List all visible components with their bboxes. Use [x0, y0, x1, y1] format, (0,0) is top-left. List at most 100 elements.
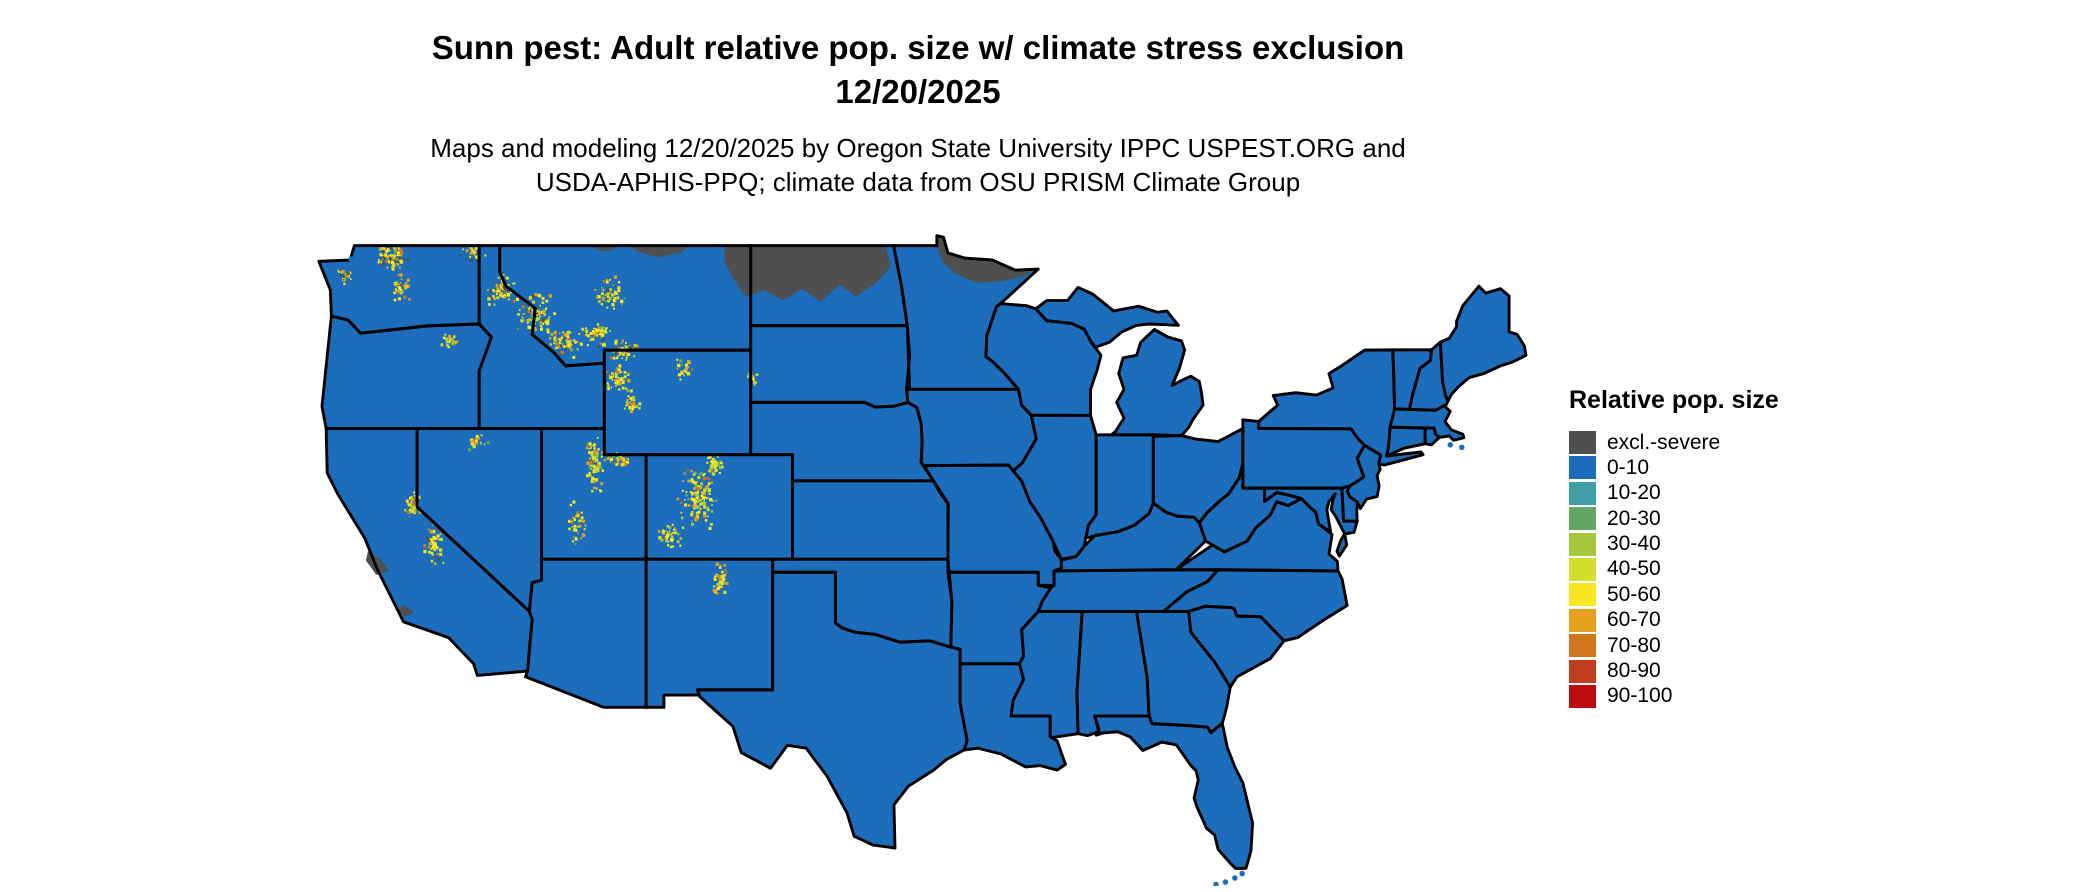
legend: Relative pop. size excl.-severe 0-10 10-20…: [1569, 386, 1779, 710]
exclusion-area: [936, 235, 1035, 283]
state-ma: [1390, 405, 1464, 441]
state-nm: [646, 559, 773, 708]
map-subtitle: Maps and modeling 12/20/2025 by Oregon S…: [308, 131, 1528, 200]
state-border-tx: [695, 570, 969, 850]
legend-label: 50-60: [1607, 582, 1661, 606]
legend-item: 50-60: [1569, 582, 1779, 607]
legend-item: 20-30: [1569, 506, 1779, 531]
mountain-speckles: [337, 246, 759, 596]
state-me: [1440, 286, 1526, 401]
state-ct: [1386, 427, 1426, 456]
legend-item: excl.-severe: [1569, 431, 1779, 454]
state-de: [1341, 486, 1358, 522]
legend-item: 10-20: [1569, 481, 1779, 505]
legend-label: 20-30: [1607, 506, 1661, 530]
state-sc: [1188, 606, 1284, 688]
state-ia: [906, 389, 1037, 471]
state-az: [525, 559, 647, 708]
state-wy: [604, 350, 751, 455]
state-border-fl: [1093, 714, 1255, 870]
state-border-il: [1011, 413, 1098, 562]
state-border-nj: [1345, 443, 1383, 510]
state-ga: [1136, 611, 1231, 733]
state-vt: [1392, 349, 1432, 410]
map-title-line2: 12/20/2025: [835, 72, 1001, 110]
state-border-wi: [984, 302, 1103, 417]
legend-item: 0-10: [1569, 455, 1779, 480]
legend-label: 30-40: [1607, 532, 1661, 556]
state-in: [1085, 434, 1154, 539]
state-mi-upper-peninsula: [1035, 287, 1179, 348]
state-sd: [750, 325, 910, 408]
state-ut: [541, 428, 647, 560]
legend-swatch: [1569, 634, 1596, 658]
state-border-md: [1263, 486, 1359, 536]
legend-swatch: [1569, 583, 1596, 607]
state-va: [1176, 498, 1338, 571]
legend-item: 80-90: [1569, 659, 1779, 683]
legend-label: excl.-severe: [1607, 430, 1721, 454]
state-nv: [417, 428, 542, 612]
state-border-mi: [1110, 328, 1205, 438]
state-nh: [1409, 342, 1449, 411]
state-fills: [318, 235, 1526, 869]
legend-swatch: [1569, 608, 1596, 632]
legend-label: 40-50: [1607, 557, 1661, 581]
state-ne: [750, 402, 934, 481]
legend-swatch: [1569, 507, 1596, 531]
legend-swatch: [1569, 659, 1596, 683]
state-tn: [1038, 569, 1219, 612]
legend-item: 60-70: [1569, 608, 1779, 632]
state-borders: [317, 234, 1528, 870]
legend-item: 70-80: [1569, 633, 1779, 658]
legend-label: 0-10: [1607, 455, 1650, 479]
legend-item: 90-100: [1569, 684, 1779, 708]
map-subtitle-line1: Maps and modeling 12/20/2025 by Oregon S…: [430, 133, 1406, 164]
legend-label: 60-70: [1607, 608, 1661, 632]
header: Sunn pest: Adult relative pop. size w/ c…: [308, 26, 1528, 200]
us-map: [317, 234, 1528, 886]
legend-label: 80-90: [1607, 659, 1661, 683]
legend-swatch: [1569, 557, 1596, 581]
state-ky: [1053, 503, 1206, 571]
island-dots: [348, 253, 1465, 886]
legend-swatch: [1569, 431, 1596, 454]
state-mi: [1111, 329, 1204, 436]
state-ny: [1258, 349, 1424, 466]
state-fl: [1094, 716, 1253, 869]
state-or: [321, 316, 492, 429]
map-subtitle-line2: USDA-APHIS-PPQ; climate data from OSU PR…: [535, 167, 1301, 198]
state-ms: [1011, 611, 1083, 738]
legend-item: 40-50: [1569, 557, 1779, 581]
state-il: [1013, 415, 1097, 560]
state-ks: [792, 480, 949, 560]
state-ar: [947, 572, 1051, 664]
legend-label: 10-20: [1607, 481, 1661, 505]
exclusion-area: [724, 245, 891, 302]
legend-swatch: [1569, 532, 1596, 556]
legend-swatch: [1569, 456, 1596, 480]
state-border-oh: [1151, 427, 1245, 525]
state-nc: [1163, 569, 1348, 641]
state-al: [1076, 611, 1150, 736]
legend-label: 70-80: [1607, 633, 1661, 657]
legend-items: excl.-severe 0-10 10-20 20-30 30-40 40-50 50-6…: [1569, 431, 1779, 708]
legend-label: 90-100: [1607, 684, 1673, 708]
map-title-line1: Sunn pest: Adult relative pop. size w/ c…: [431, 29, 1405, 66]
state-ok: [772, 559, 952, 648]
legend-title: Relative pop. size: [1569, 386, 1779, 414]
legend-item: 30-40: [1569, 532, 1779, 556]
exclusion-area: [397, 604, 414, 617]
legend-swatch: [1569, 481, 1596, 505]
state-border-me: [1438, 284, 1528, 403]
state-co: [646, 454, 793, 560]
state-tx: [697, 572, 968, 848]
state-wi: [985, 303, 1102, 416]
state-border-mi-upper-peninsula: [1034, 286, 1180, 349]
state-pa: [1242, 419, 1365, 489]
legend-swatch: [1569, 684, 1596, 708]
state-border-va-eastern-shore: [1335, 532, 1349, 558]
exclusion-overlay: [365, 235, 1035, 617]
exclusion-area: [630, 245, 689, 258]
